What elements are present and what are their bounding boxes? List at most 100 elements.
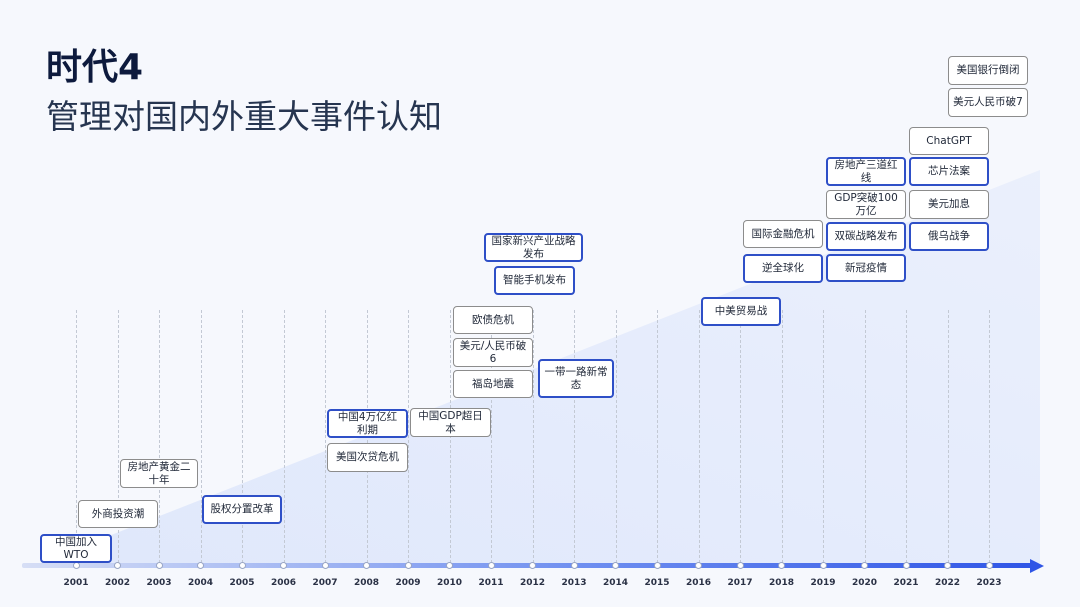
event-box: 股权分置改革 — [202, 495, 282, 524]
gridline — [449, 310, 451, 568]
event-box: 美元/人民币破6 — [453, 338, 533, 367]
gridline — [740, 310, 741, 568]
year-label: 2017 — [727, 578, 753, 588]
year-tick-dot — [155, 562, 163, 569]
page-title: 时代4 — [46, 47, 144, 88]
gridline — [989, 310, 990, 568]
year-label: 2011 — [478, 578, 504, 588]
page-subtitle: 管理对国内外重大事件认知 — [46, 97, 442, 136]
year-tick-dot — [778, 562, 785, 569]
gridline — [200, 310, 202, 568]
gridline — [76, 310, 77, 568]
year-tick-dot — [653, 562, 661, 569]
year-tick-dot — [487, 562, 495, 569]
year-label: 2022 — [934, 578, 961, 588]
gridline — [532, 310, 534, 568]
year-label: 2021 — [893, 578, 919, 588]
year-label: 2009 — [395, 578, 421, 588]
event-box: 中国加入WTO — [40, 534, 112, 563]
year-label: 2008 — [353, 578, 380, 588]
year-label: 2014 — [602, 578, 629, 588]
gridline — [781, 310, 783, 568]
year-label: 2020 — [851, 578, 878, 588]
year-label: 2010 — [436, 578, 463, 588]
year-tick-dot — [819, 562, 827, 569]
gridline — [408, 310, 409, 568]
event-box: GDP突破100万亿 — [826, 190, 906, 219]
year-tick-dot — [902, 562, 910, 569]
year-tick-dot — [861, 562, 868, 569]
gridline — [698, 310, 700, 568]
year-label: 2015 — [644, 578, 670, 588]
event-box: 福岛地震 — [453, 370, 533, 398]
year-tick-dot — [238, 562, 246, 569]
year-tick-dot — [114, 562, 121, 569]
year-tick-dot — [612, 562, 619, 569]
year-label: 2003 — [146, 578, 172, 588]
gridline — [283, 310, 285, 568]
gridline — [906, 310, 907, 568]
year-label: 2013 — [561, 578, 587, 588]
year-tick-dot — [985, 562, 993, 569]
year-tick-dot — [363, 562, 370, 569]
year-label: 2001 — [63, 578, 89, 588]
year-label: 2019 — [810, 578, 836, 588]
gridline — [823, 310, 824, 568]
timeline-arrow-icon — [1030, 559, 1044, 573]
gridline — [864, 310, 866, 568]
event-box: 逆全球化 — [743, 254, 823, 283]
event-box: 欧债危机 — [453, 306, 533, 334]
gridline — [242, 310, 243, 568]
gridline — [366, 310, 368, 568]
event-box: 中国4万亿红利期 — [327, 409, 408, 438]
gridline — [657, 310, 658, 568]
event-box: 中国GDP超日本 — [410, 408, 491, 437]
event-box: 智能手机发布 — [494, 266, 575, 295]
gridline — [574, 310, 575, 568]
event-box: ChatGPT — [909, 127, 989, 155]
event-box: 美国银行倒闭 — [948, 56, 1028, 85]
event-box: 房地产三道红线 — [826, 157, 906, 186]
event-box: 国际金融危机 — [743, 220, 823, 248]
year-tick-dot — [529, 562, 536, 569]
year-label: 2005 — [229, 578, 255, 588]
year-tick-dot — [944, 562, 951, 569]
event-box: 国家新兴产业战略发布 — [484, 233, 583, 262]
event-box: 房地产黄金二十年 — [120, 459, 198, 488]
event-box: 芯片法案 — [909, 157, 989, 186]
year-label: 2012 — [519, 578, 546, 588]
timeline-axis — [22, 563, 1034, 568]
year-tick-dot — [404, 562, 412, 569]
year-tick-dot — [446, 562, 453, 569]
year-label: 2016 — [685, 578, 712, 588]
event-box: 俄乌战争 — [909, 222, 989, 251]
year-tick-dot — [280, 562, 287, 569]
gridline — [159, 310, 160, 568]
event-box: 一带一路新常态 — [538, 359, 614, 398]
event-box: 美元加息 — [909, 190, 989, 219]
year-tick-dot — [321, 562, 329, 569]
event-box: 中美贸易战 — [701, 297, 781, 326]
year-label: 2004 — [187, 578, 214, 588]
event-box: 双碳战略发布 — [826, 222, 906, 251]
year-tick-dot — [72, 562, 80, 569]
gridline — [491, 310, 492, 568]
year-tick-dot — [197, 562, 204, 569]
gridline — [325, 310, 326, 568]
year-label: 2006 — [270, 578, 297, 588]
gridline — [615, 310, 617, 568]
year-tick-dot — [695, 562, 702, 569]
year-label: 2018 — [768, 578, 795, 588]
event-box: 外商投资潮 — [78, 500, 158, 528]
gridline — [947, 310, 949, 568]
year-label: 2002 — [104, 578, 131, 588]
year-tick-dot — [570, 562, 578, 569]
event-box: 美国次贷危机 — [327, 443, 408, 472]
year-label: 2007 — [312, 578, 338, 588]
year-tick-dot — [736, 562, 744, 569]
gridline — [117, 310, 119, 568]
year-label: 2023 — [976, 578, 1002, 588]
event-box: 美元人民币破7 — [948, 88, 1028, 117]
event-box: 新冠疫情 — [826, 254, 906, 282]
